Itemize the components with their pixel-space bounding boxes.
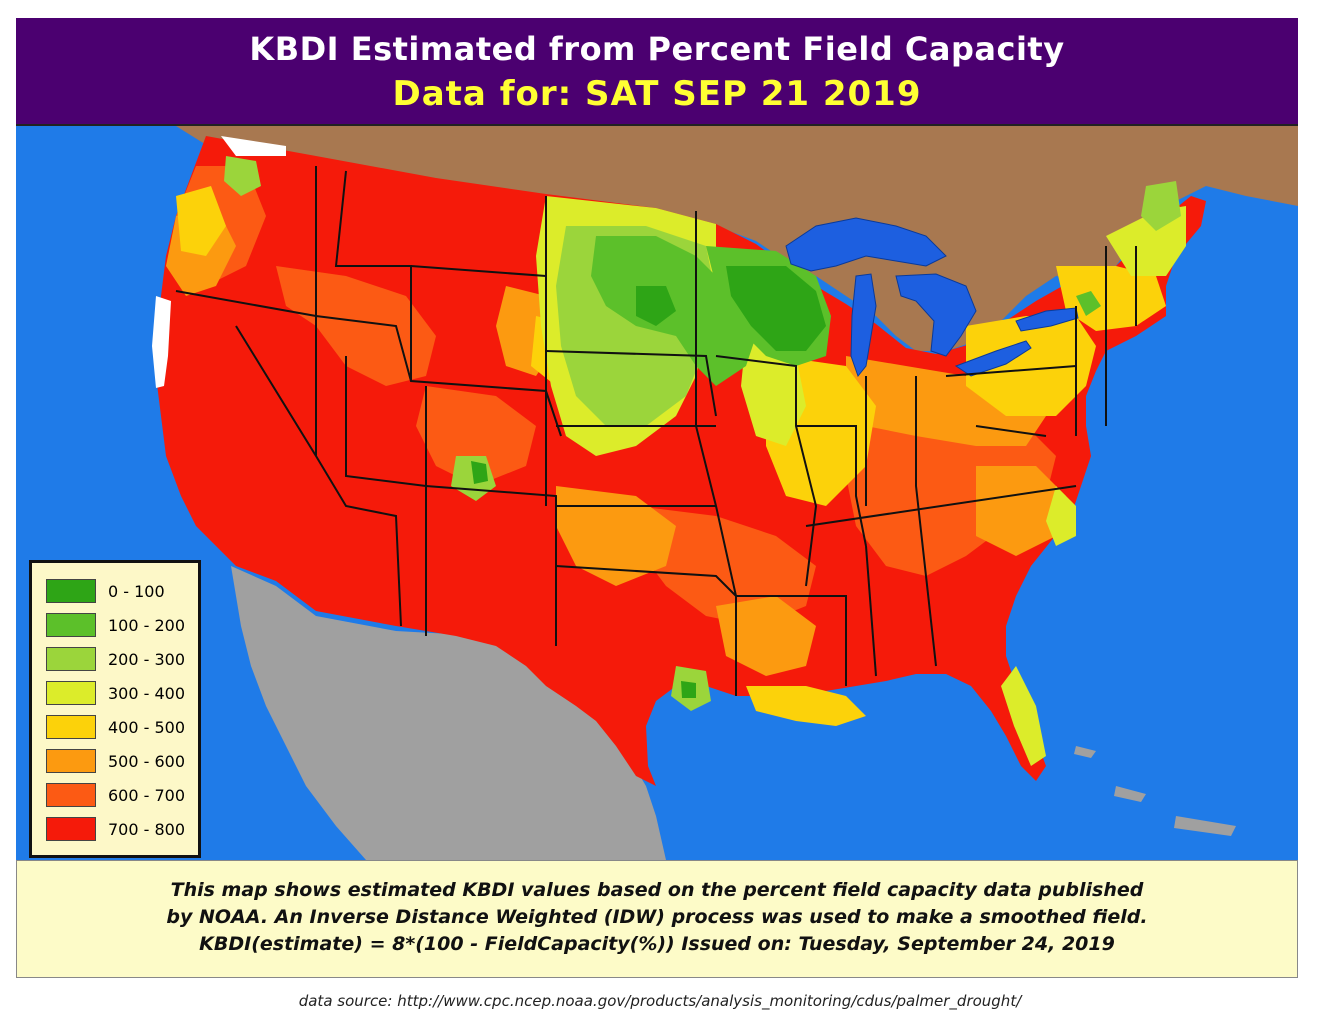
legend-item: 600 - 700 (46, 783, 196, 809)
info-box: This map shows estimated KBDI values bas… (16, 860, 1298, 978)
legend-label: 600 - 700 (108, 786, 186, 805)
legend-swatch (46, 647, 96, 671)
legend-label: 500 - 600 (108, 752, 186, 771)
legend-item: 400 - 500 (46, 715, 196, 741)
map-graphic (16, 126, 1298, 860)
map-date: Data for: SAT SEP 21 2019 (392, 74, 922, 114)
legend-item: 200 - 300 (46, 647, 196, 673)
legend-swatch (46, 681, 96, 705)
kbdi-map (16, 126, 1298, 860)
kbdi-0-100-zone (471, 266, 826, 698)
legend-label: 400 - 500 (108, 718, 186, 737)
no-data-zone (152, 136, 286, 388)
legend-swatch (46, 715, 96, 739)
title-bar: KBDI Estimated from Percent Field Capaci… (16, 18, 1298, 126)
lake-superior (785, 217, 947, 272)
usa-landmass (156, 136, 1206, 786)
info-line-2: by NOAA. An Inverse Distance Weighted (I… (166, 906, 1148, 928)
kbdi-100-200-zone (591, 236, 1101, 386)
legend-swatch (46, 749, 96, 773)
legend-item: 300 - 400 (46, 681, 196, 707)
legend-item: 700 - 800 (46, 817, 196, 843)
legend-item: 100 - 200 (46, 613, 196, 639)
legend: 0 - 100 100 - 200 200 - 300 300 - 400 400 - … (29, 560, 201, 858)
legend-label: 300 - 400 (108, 684, 186, 703)
legend-label: 700 - 800 (108, 820, 186, 839)
info-line-1: This map shows estimated KBDI values bas… (170, 879, 1144, 901)
legend-swatch (46, 579, 96, 603)
legend-item: 500 - 600 (46, 749, 196, 775)
kbdi-500-600-zone (166, 206, 1066, 676)
legend-label: 200 - 300 (108, 650, 186, 669)
legend-label: 100 - 200 (108, 616, 186, 635)
caribbean-islands (1074, 746, 1236, 836)
data-source: data source: http://www.cpc.ncep.noaa.go… (298, 992, 1022, 1010)
legend-swatch (46, 613, 96, 637)
lake-huron (895, 273, 977, 357)
lake-erie (954, 340, 1032, 377)
info-line-3: KBDI(estimate) = 8*(100 - FieldCapacity(… (199, 933, 1115, 955)
state-boundaries (175, 166, 1137, 696)
legend-swatch (46, 817, 96, 841)
legend-item: 0 - 100 (46, 579, 196, 605)
legend-label: 0 - 100 (108, 582, 165, 601)
lake-michigan (850, 273, 877, 378)
map-title: KBDI Estimated from Percent Field Capaci… (249, 30, 1065, 68)
legend-swatch (46, 783, 96, 807)
kbdi-600-700-zone (176, 166, 1056, 626)
mexico-region (231, 566, 666, 860)
lake-ontario (1015, 307, 1079, 332)
